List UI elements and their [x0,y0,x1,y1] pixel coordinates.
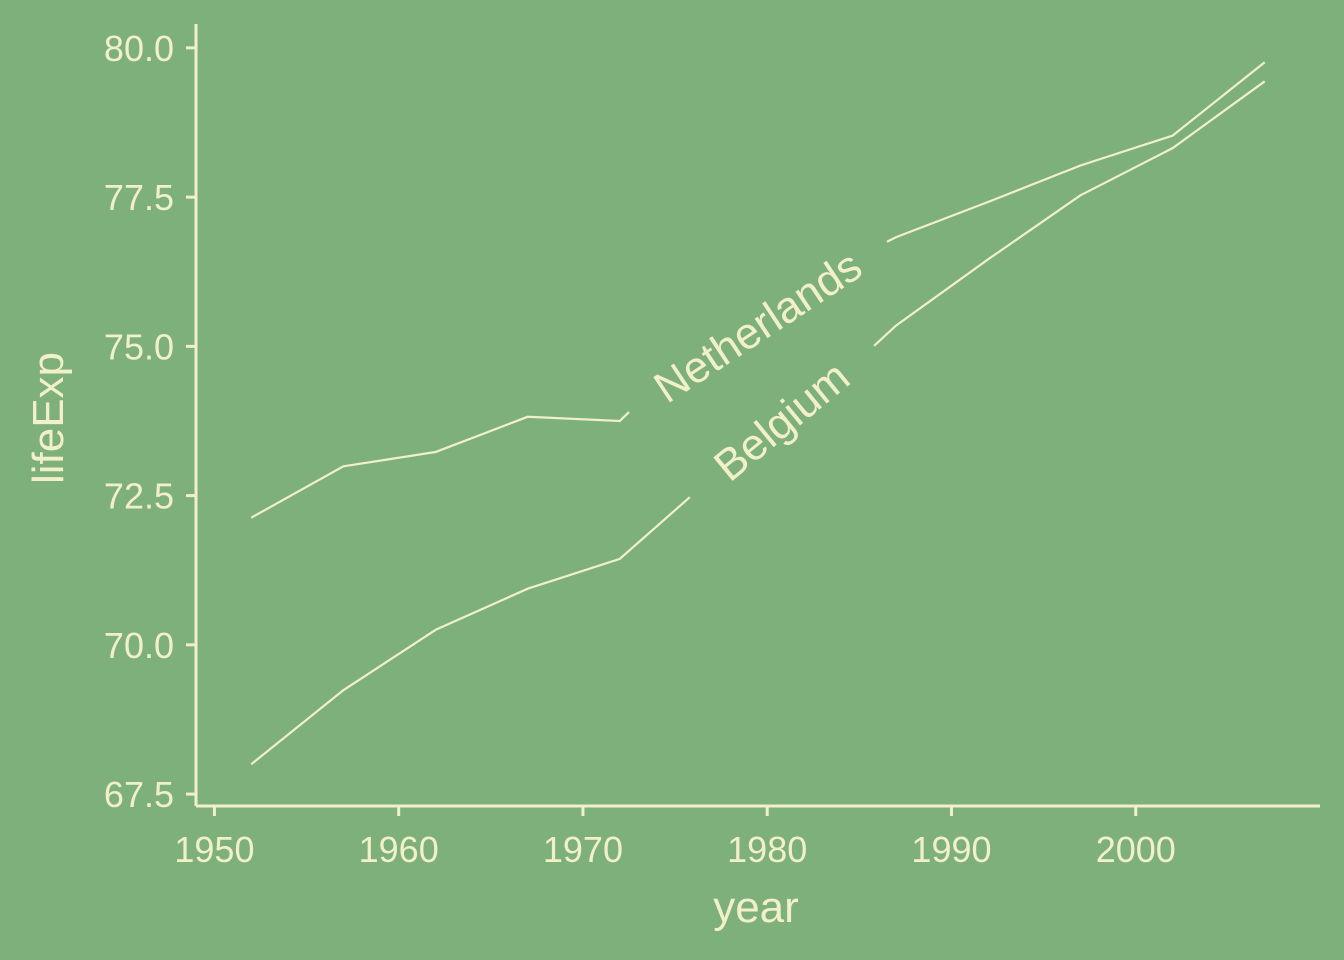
x-tick-label: 1950 [174,829,254,870]
x-axis: 1950 1960 1970 1980 1990 2000 year [174,804,1320,932]
y-tick-label: 70.0 [104,625,174,666]
series-belgium: Belgium [250,80,1266,766]
series-line-segment [886,61,1266,243]
x-tick-label: 1980 [727,829,807,870]
x-axis-ticks: 1950 1960 1970 1980 1990 2000 [174,806,1176,870]
y-tick-label: 77.5 [104,177,174,218]
series-line-segment [250,411,630,519]
x-axis-title: year [713,883,799,932]
x-tick-label: 1990 [911,829,991,870]
y-axis-title: lifeExp [24,352,73,484]
y-tick-label: 80.0 [104,28,174,69]
x-tick-label: 1970 [543,829,623,870]
x-tick-label: 1960 [359,829,439,870]
y-tick-label: 75.0 [104,326,174,367]
y-axis: 67.5 70.0 72.5 75.0 77.5 80.0 lifeExp [24,24,198,815]
y-tick-label: 67.5 [104,774,174,815]
series-line-segment [250,496,691,766]
y-tick-label: 72.5 [104,476,174,517]
y-axis-ticks: 67.5 70.0 72.5 75.0 77.5 80.0 [104,28,196,815]
x-tick-label: 2000 [1096,829,1176,870]
series-line-segment [873,80,1266,347]
